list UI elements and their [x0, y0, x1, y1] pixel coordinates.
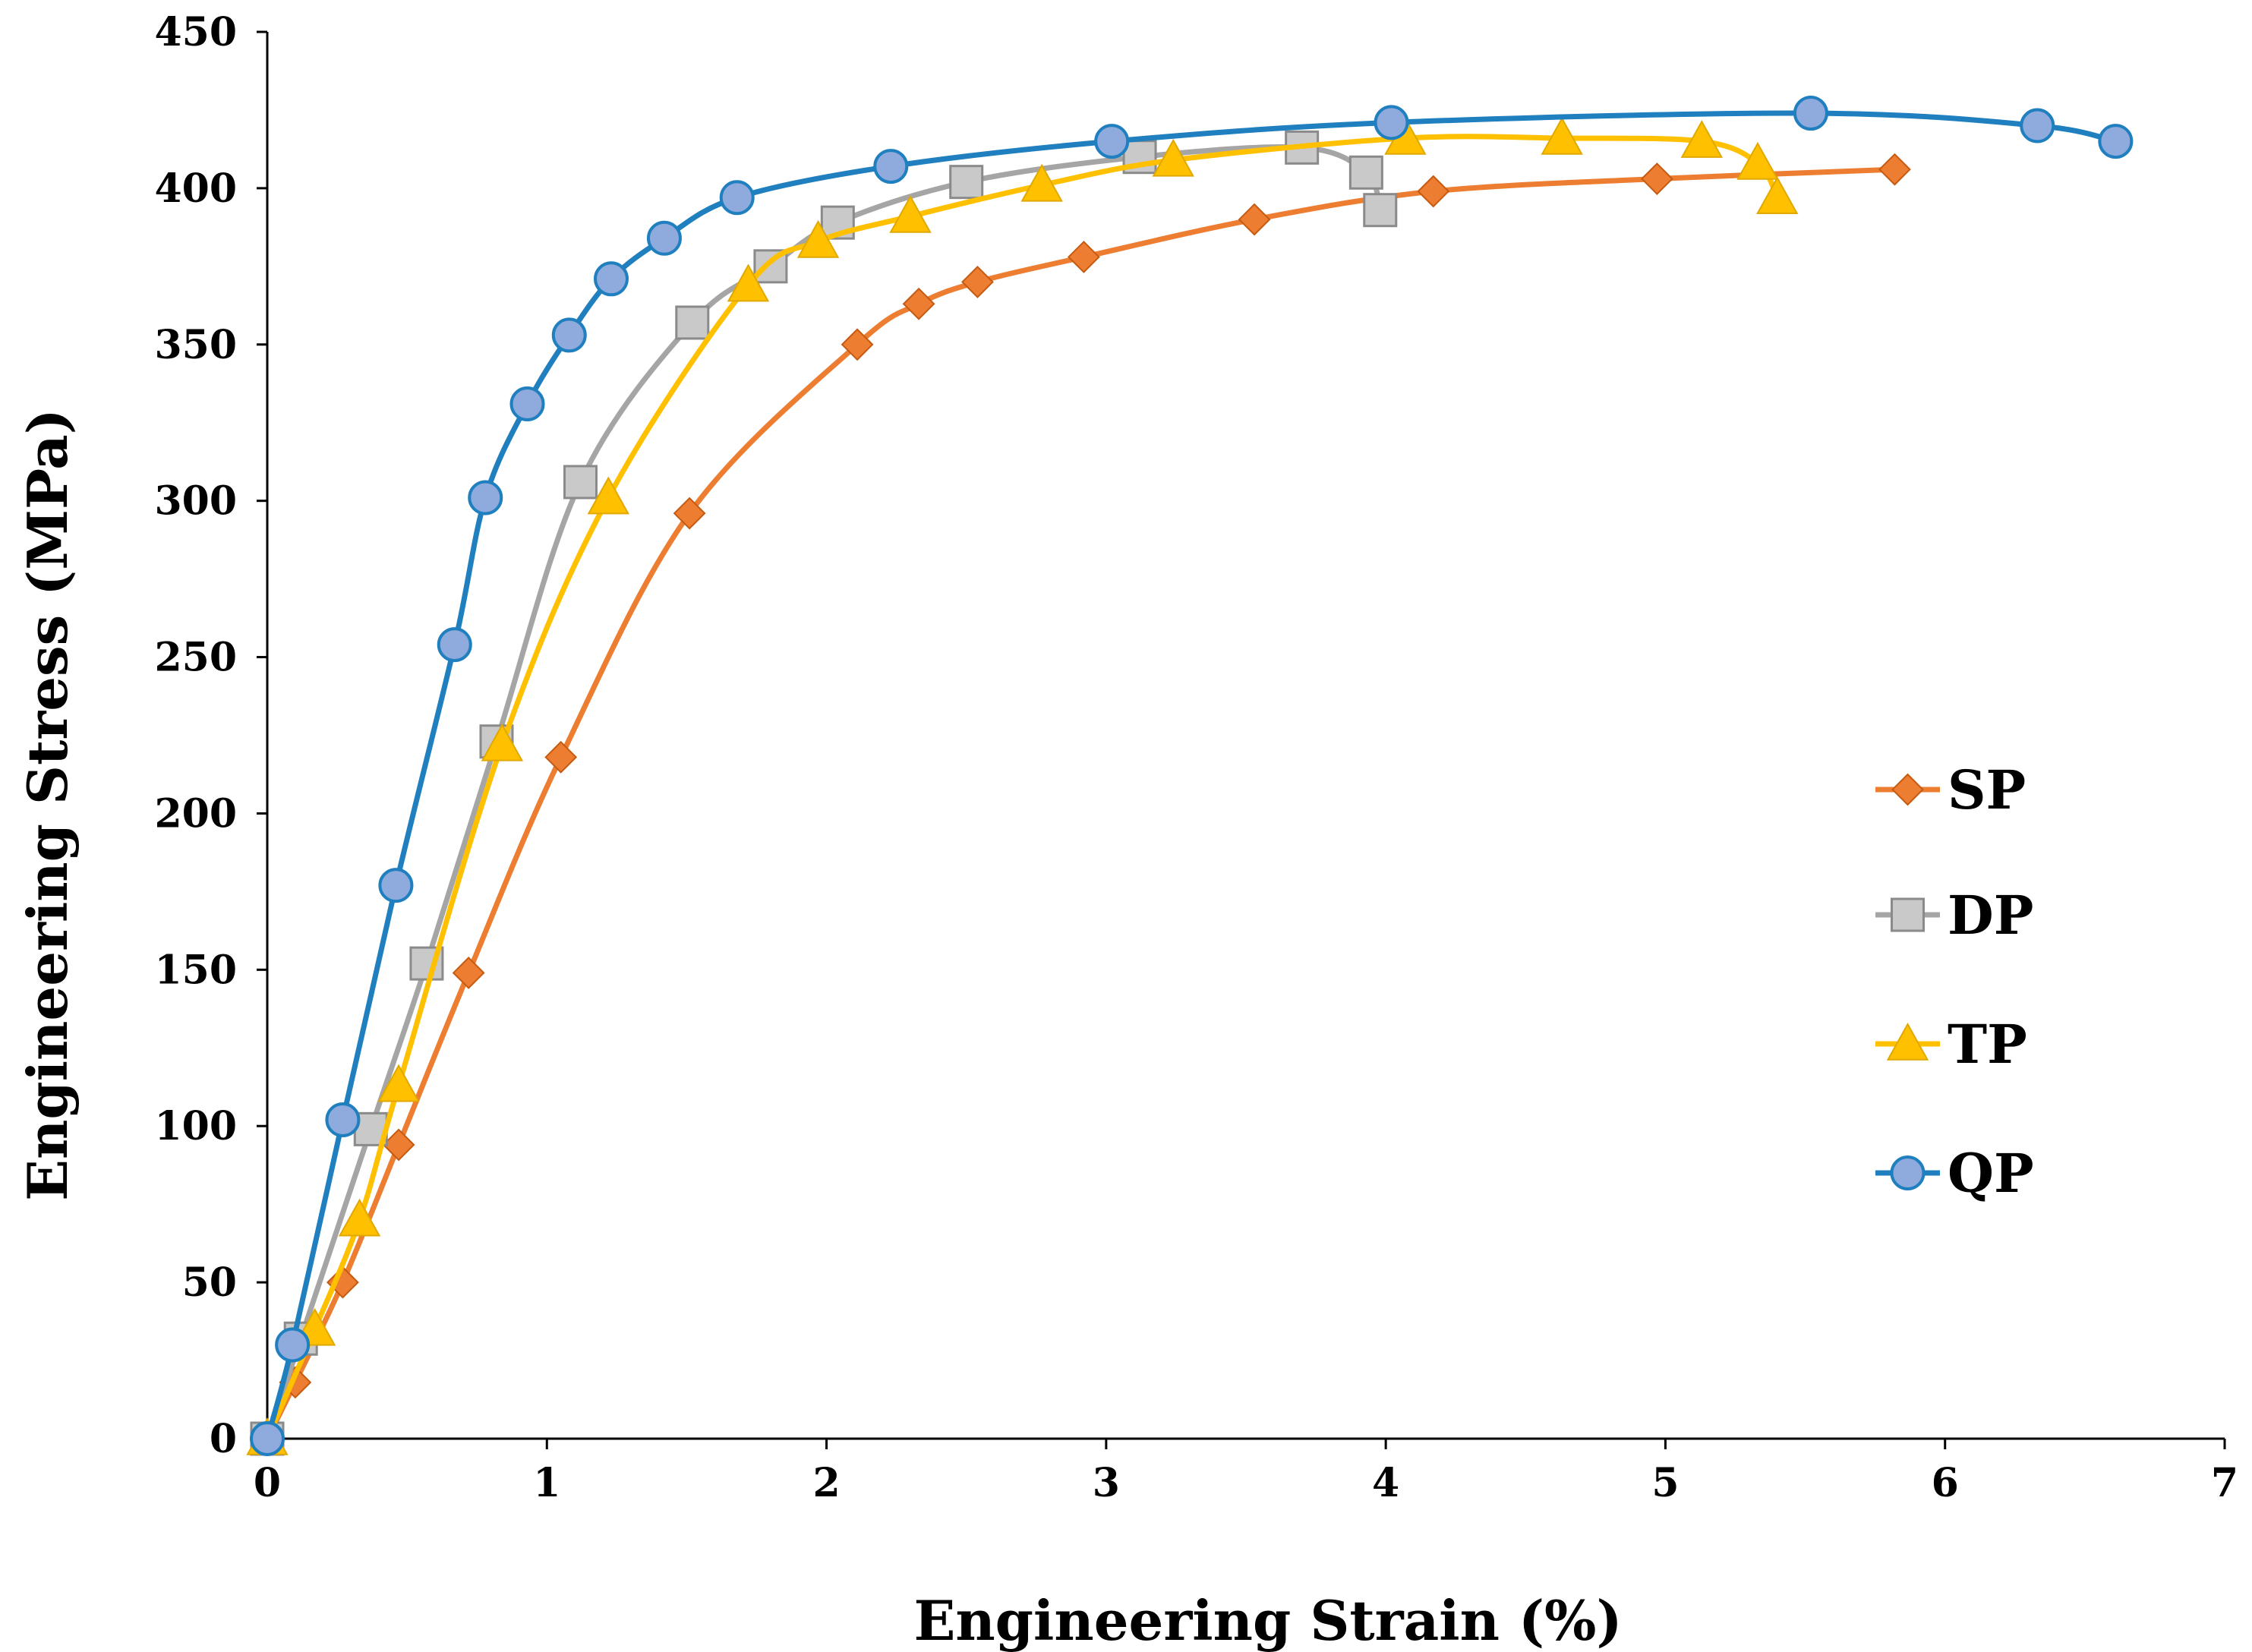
x-tick-label: 2 [812, 1460, 840, 1506]
legend-marker [1891, 897, 1925, 932]
legend-marker [1890, 1155, 1926, 1190]
data-point-sp [452, 957, 485, 989]
legend-label: DP [1948, 884, 2033, 947]
data-point-sp [961, 266, 994, 298]
data-point-tp [1680, 120, 1724, 158]
data-point-qp [325, 1102, 361, 1137]
data-point-sp [1417, 175, 1450, 208]
data-point-sp [841, 328, 874, 361]
data-point-qp [509, 386, 545, 422]
data-point-qp [468, 480, 503, 515]
data-point-tp [1541, 116, 1583, 155]
y-tick-label: 100 [154, 1103, 237, 1149]
data-point-sp [673, 497, 706, 530]
data-point-dp [949, 165, 984, 200]
data-point-tp [377, 1064, 420, 1102]
data-point-dp [563, 465, 598, 500]
series-line-sp [264, 166, 1897, 1442]
data-point-dp [409, 946, 444, 981]
data-point-qp [378, 868, 414, 903]
x-tick-label: 4 [1372, 1460, 1399, 1506]
data-point-sp [1238, 203, 1271, 236]
x-tick-label: 6 [1932, 1460, 1959, 1506]
y-tick-label: 400 [154, 166, 237, 212]
legend-marker [1886, 1022, 1929, 1061]
data-point-tp [1020, 163, 1063, 202]
legend-label: TP [1948, 1013, 2027, 1076]
y-tick-label: 450 [154, 9, 237, 55]
y-tick-label: 0 [210, 1416, 237, 1462]
data-point-tp [889, 194, 932, 233]
data-point-qp [551, 317, 587, 353]
y-tick-label: 300 [154, 478, 237, 525]
data-point-tp [727, 263, 770, 302]
data-point-qp [593, 261, 629, 297]
x-tick-label: 5 [1651, 1460, 1679, 1506]
data-point-tp [338, 1198, 381, 1237]
data-point-tp [1736, 141, 1779, 180]
data-point-qp [275, 1327, 311, 1363]
data-point-sp [1640, 162, 1673, 195]
data-point-qp [2098, 124, 2134, 159]
series-line-dp [264, 144, 1383, 1442]
data-point-sp [382, 1128, 415, 1162]
series-line-qp [264, 110, 2118, 1442]
series-line-tp [264, 134, 1780, 1442]
legend-label: SP [1948, 758, 2026, 821]
y-tick-label: 50 [182, 1259, 237, 1306]
data-point-qp [646, 220, 682, 256]
data-point-qp [873, 149, 909, 184]
data-point-sp [1067, 241, 1100, 273]
data-point-tp [796, 219, 840, 258]
legend-item-dp: DP [1875, 884, 2033, 947]
x-tick-label: 0 [254, 1460, 281, 1506]
data-point-qp [1094, 124, 1130, 159]
data-point-qp [1793, 96, 1828, 131]
legend-item-tp: TP [1875, 1013, 2027, 1076]
data-point-qp [719, 180, 755, 216]
data-point-tp [587, 476, 630, 515]
legend-item-sp: SP [1875, 758, 2026, 821]
data-point-sp [326, 1266, 359, 1299]
data-point-tp [1152, 138, 1194, 177]
data-point-qp [1374, 105, 1409, 140]
legend-item-qp: QP [1875, 1142, 2034, 1205]
series-qp [250, 96, 2134, 1456]
y-tick-label: 150 [154, 947, 237, 993]
series-dp [250, 130, 1398, 1456]
y-axis-title: Engineering Stress (MPa) [15, 408, 80, 1201]
data-point-sp [902, 287, 935, 320]
legend-label: QP [1948, 1142, 2034, 1205]
x-axis-title: Engineering Strain (%) [913, 1588, 1622, 1652]
data-point-qp [250, 1421, 285, 1456]
data-point-tp [481, 723, 524, 761]
series-sp [251, 153, 1911, 1455]
data-point-qp [437, 627, 472, 663]
data-point-qp [2020, 108, 2055, 143]
legend-marker [1891, 773, 1924, 806]
y-tick-label: 350 [154, 322, 237, 368]
x-tick-label: 3 [1093, 1460, 1120, 1506]
data-point-dp [1363, 193, 1398, 228]
data-point-dp [675, 305, 710, 340]
data-point-sp [1878, 153, 1911, 186]
data-point-dp [1348, 155, 1383, 190]
y-tick-label: 250 [154, 635, 237, 681]
x-tick-label: 7 [2211, 1460, 2238, 1506]
data-point-sp [544, 740, 578, 774]
y-tick-label: 200 [154, 790, 237, 837]
data-point-tp [1756, 176, 1799, 215]
x-tick-label: 1 [533, 1460, 560, 1506]
